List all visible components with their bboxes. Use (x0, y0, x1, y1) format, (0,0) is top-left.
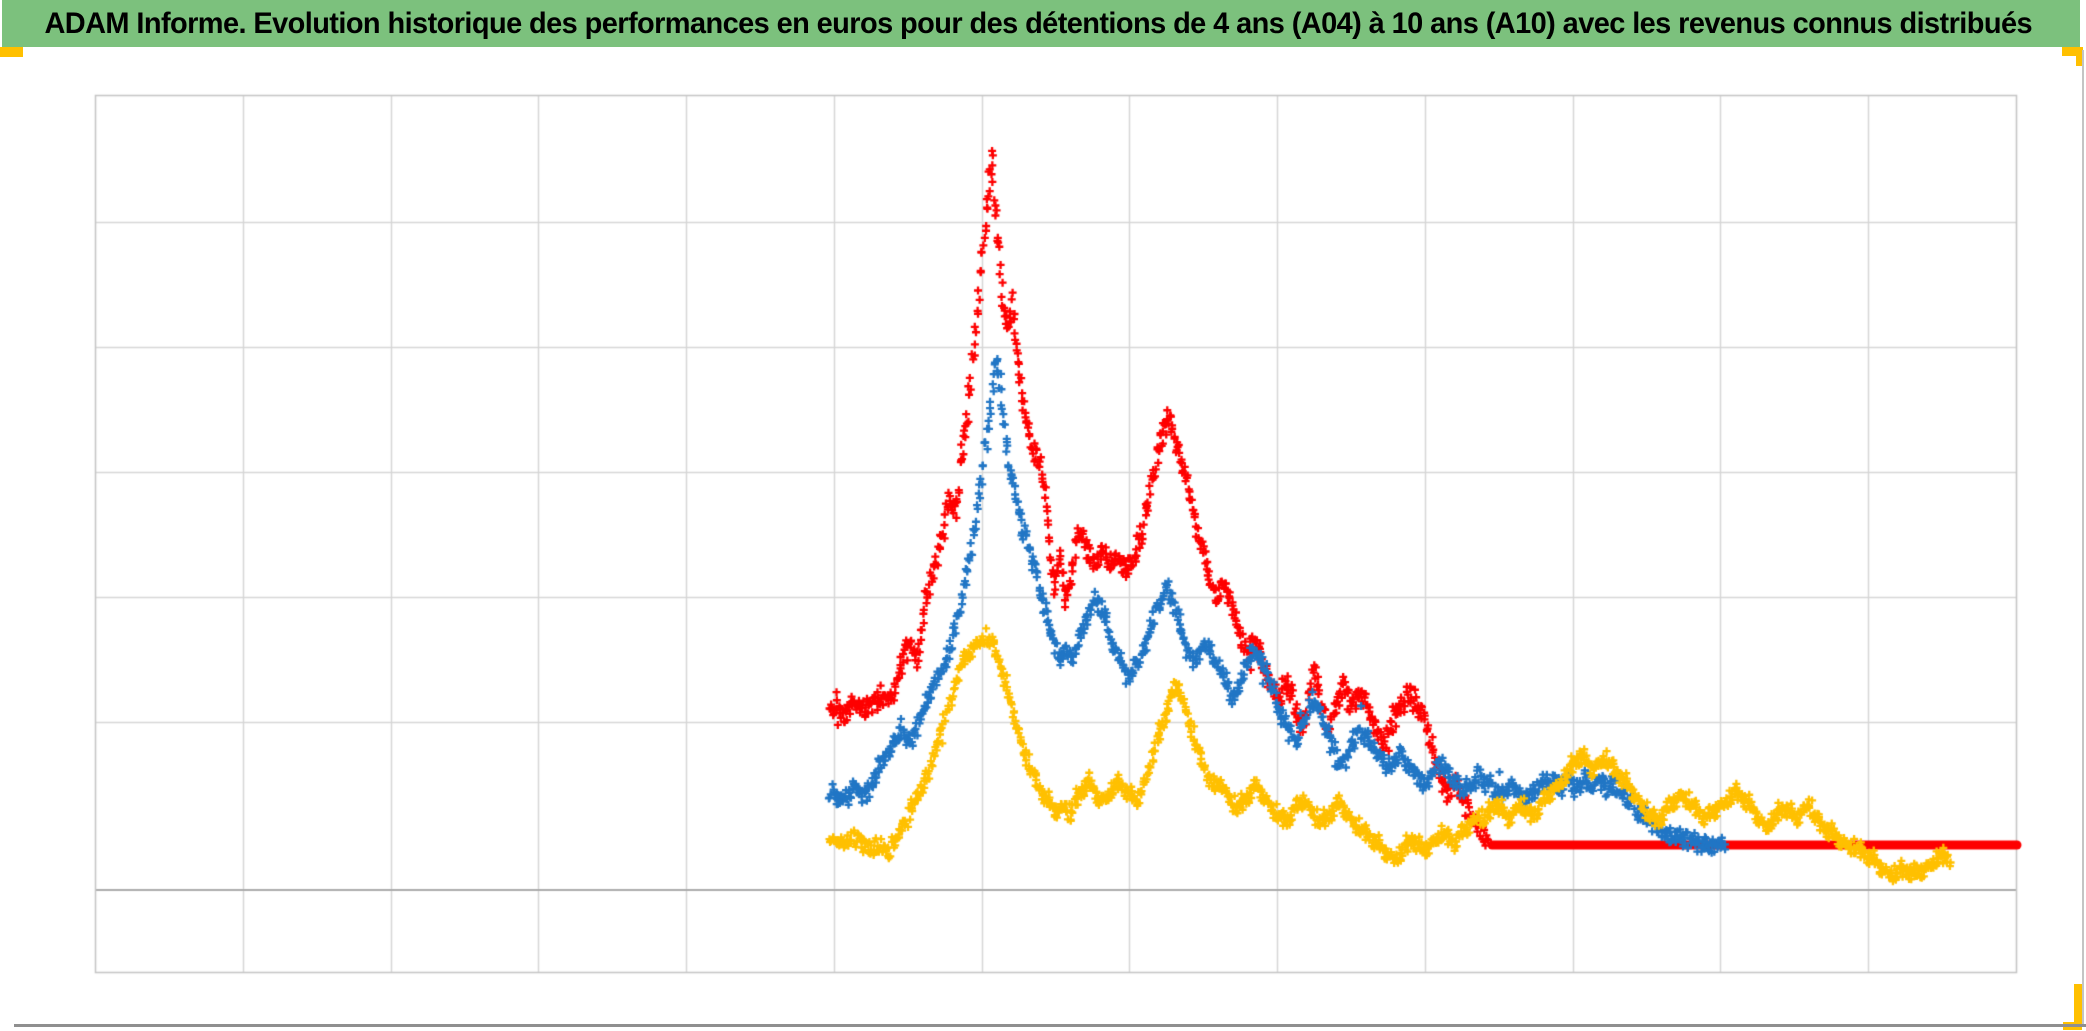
title-bar: ADAM Informe. Evolution historique des p… (2, 0, 2080, 47)
page-title: ADAM Informe. Evolution historique des p… (44, 6, 2032, 40)
corner-accent-top-left (0, 47, 23, 57)
corner-accent-top-right (2062, 47, 2083, 66)
window-right-border (2082, 50, 2084, 1026)
window-bottom-border (14, 1024, 2086, 1027)
